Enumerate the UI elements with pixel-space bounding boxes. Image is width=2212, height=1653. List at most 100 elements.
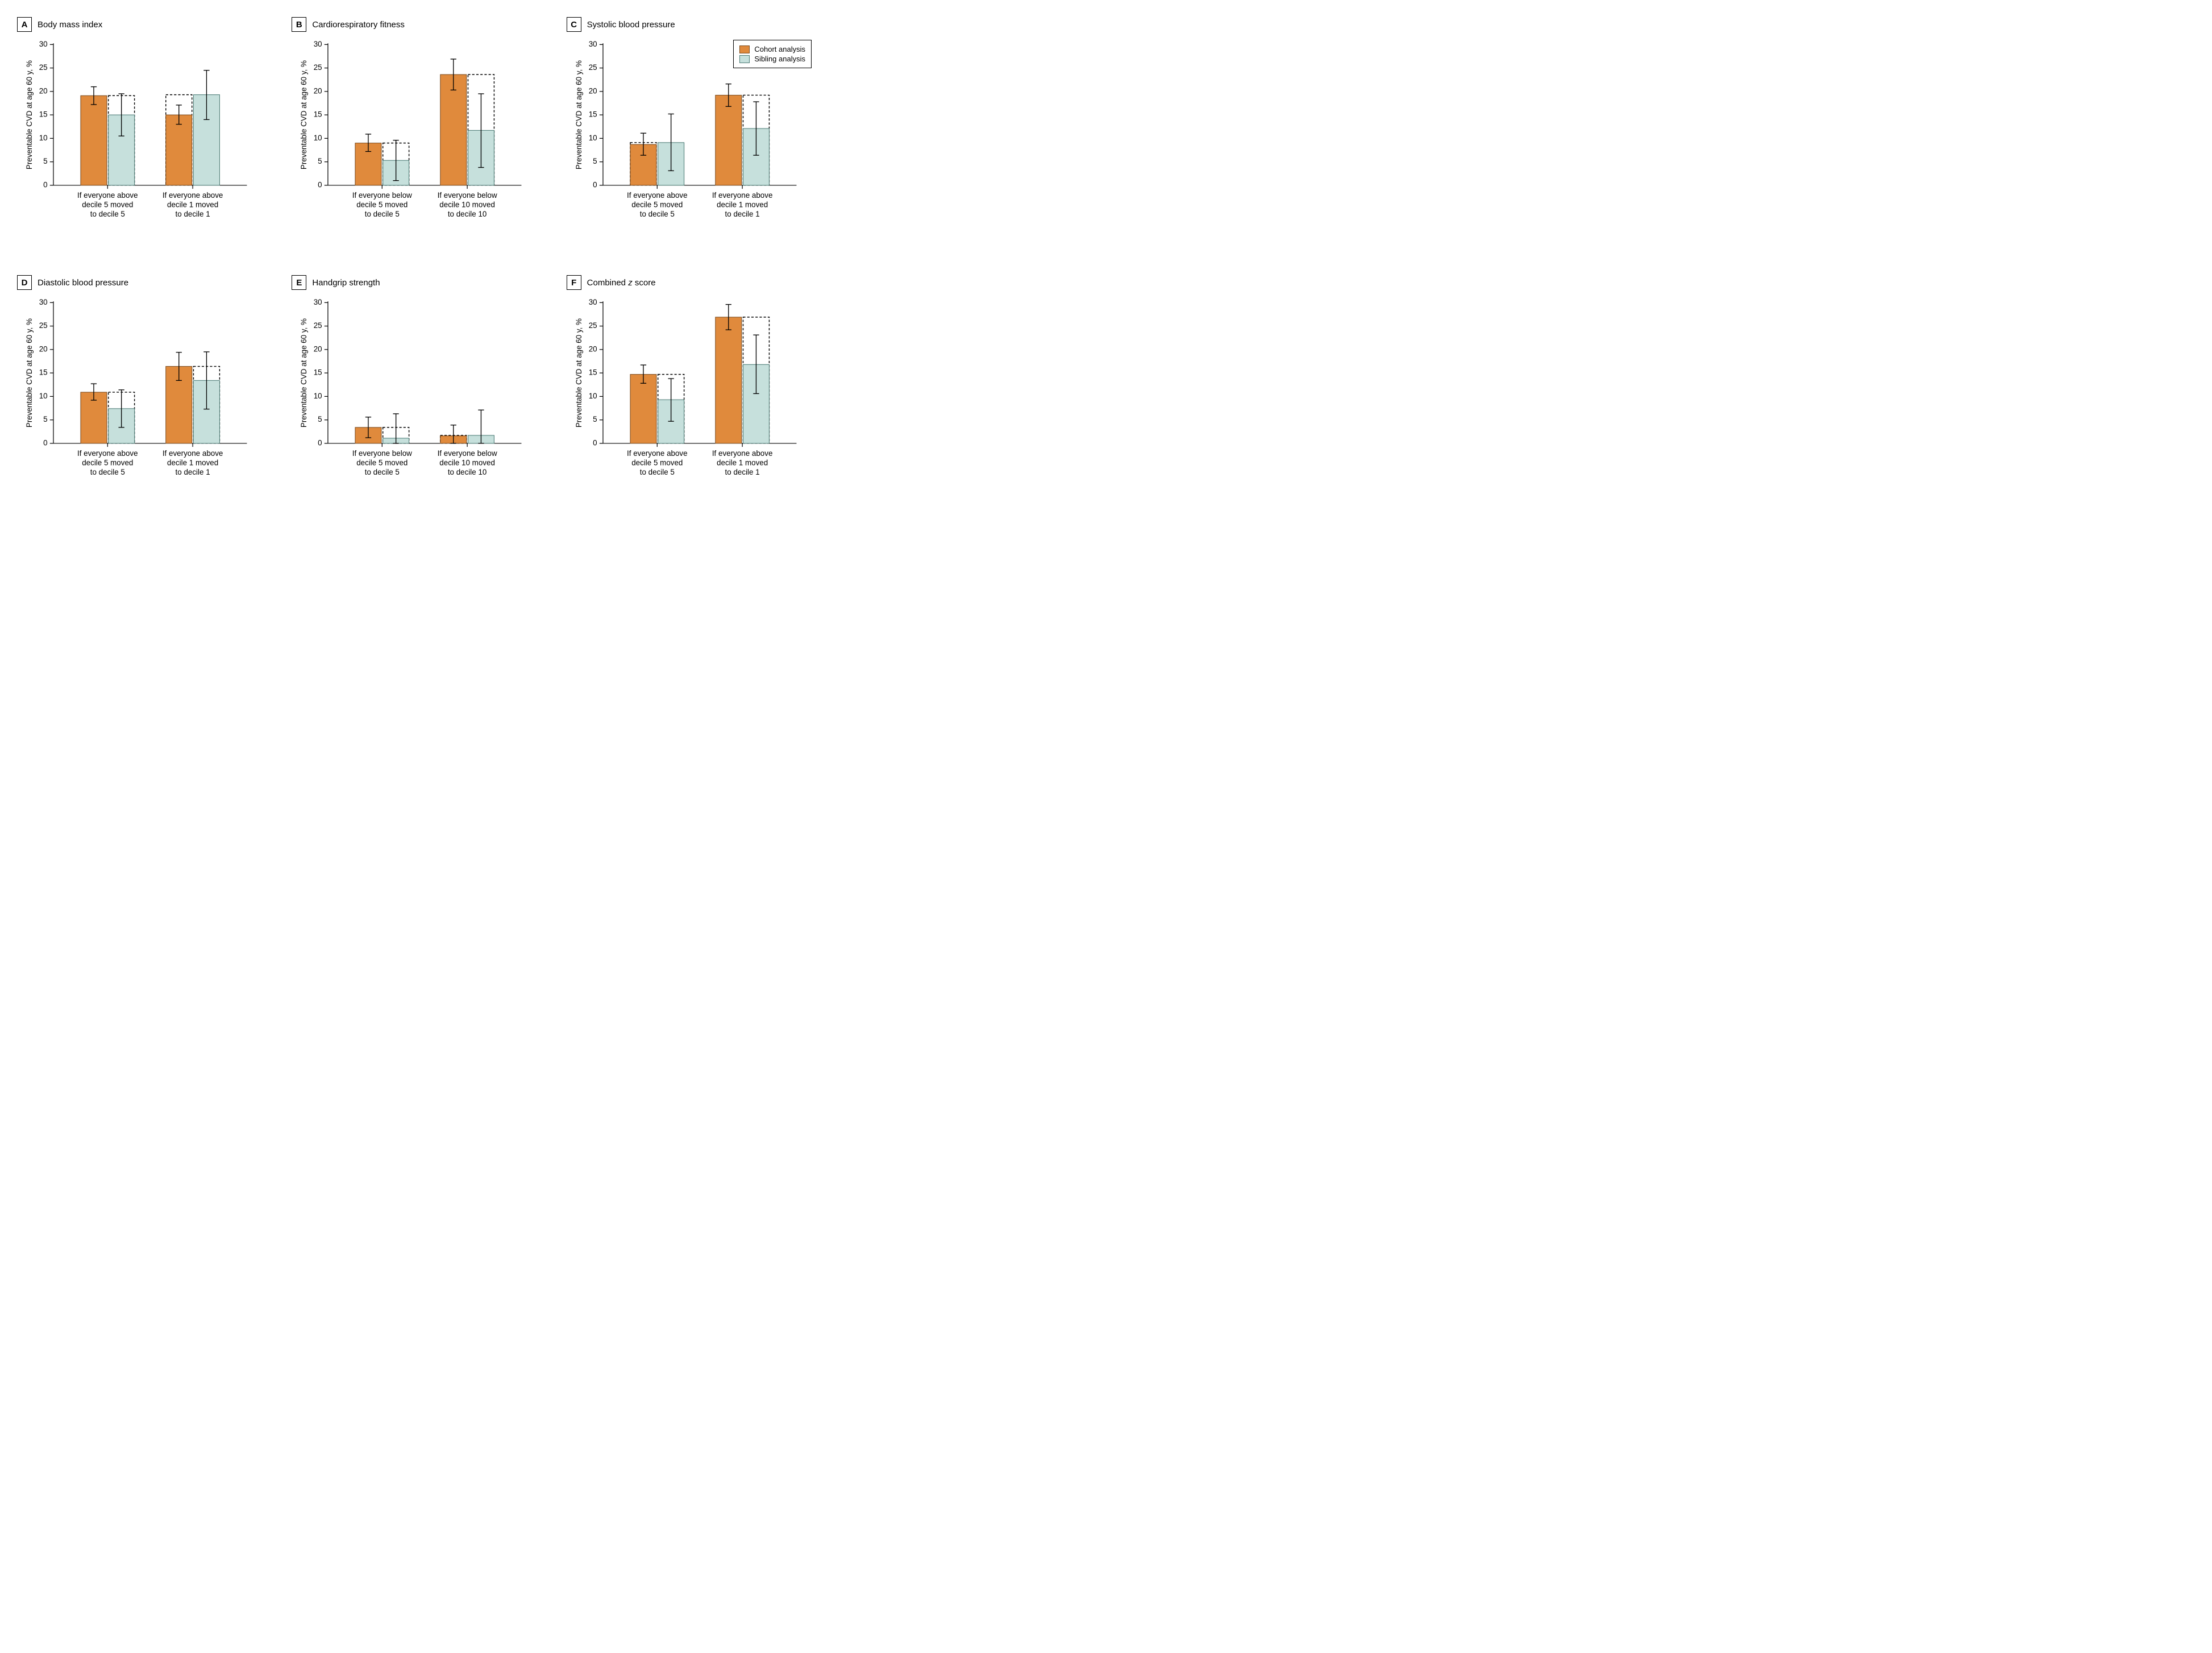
svg-text:10: 10 [314, 134, 322, 142]
svg-text:Preventable CVD at age 60 y, %: Preventable CVD at age 60 y, % [575, 60, 583, 169]
svg-text:0: 0 [593, 180, 597, 189]
svg-text:to decile 10: to decile 10 [448, 468, 487, 477]
svg-text:30: 30 [314, 298, 322, 306]
svg-text:to decile 5: to decile 5 [365, 210, 400, 218]
panel-letter: C [567, 17, 581, 32]
legend-swatch [739, 45, 750, 53]
svg-text:If everyone below: If everyone below [352, 449, 412, 458]
svg-text:If everyone above: If everyone above [77, 191, 138, 200]
svg-text:0: 0 [43, 180, 47, 189]
cohort-bar [630, 375, 656, 443]
panel-letter: E [292, 275, 306, 290]
chart-svg: 051015202530Preventable CVD at age 60 y,… [567, 297, 813, 508]
svg-text:Preventable CVD at age 60 y, %: Preventable CVD at age 60 y, % [25, 60, 34, 169]
svg-text:Preventable CVD at age 60 y, %: Preventable CVD at age 60 y, % [300, 60, 309, 169]
panel-title: Cardiorespiratory fitness [312, 20, 405, 30]
cohort-bar [166, 115, 192, 185]
svg-text:30: 30 [588, 40, 597, 48]
chart-svg: 051015202530Preventable CVD at age 60 y,… [17, 297, 263, 508]
svg-text:If everyone below: If everyone below [438, 191, 497, 200]
svg-text:0: 0 [43, 439, 47, 447]
legend: Cohort analysis Sibling analysis [733, 40, 812, 68]
panel-title: Combined z score [587, 278, 656, 288]
panel-D: DDiastolic blood pressure051015202530Pre… [17, 275, 263, 510]
svg-text:decile 5 moved: decile 5 moved [82, 201, 133, 209]
svg-text:decile 5 moved: decile 5 moved [631, 201, 683, 209]
svg-text:20: 20 [314, 86, 322, 95]
svg-text:to decile 1: to decile 1 [725, 468, 759, 477]
svg-text:5: 5 [43, 157, 47, 165]
svg-text:10: 10 [588, 392, 597, 400]
panel-A: ABody mass index051015202530Preventable … [17, 17, 263, 252]
svg-text:decile 5 moved: decile 5 moved [631, 459, 683, 467]
svg-text:to decile 5: to decile 5 [639, 468, 674, 477]
svg-text:25: 25 [314, 322, 322, 330]
svg-text:10: 10 [588, 134, 597, 142]
svg-text:Preventable CVD at age 60 y, %: Preventable CVD at age 60 y, % [575, 318, 583, 427]
legend-label: Cohort analysis [754, 45, 805, 53]
svg-text:15: 15 [39, 110, 48, 119]
svg-text:20: 20 [588, 86, 597, 95]
svg-text:10: 10 [39, 392, 48, 400]
svg-text:10: 10 [314, 392, 322, 400]
svg-text:decile 1 moved: decile 1 moved [167, 459, 218, 467]
svg-text:15: 15 [314, 110, 322, 119]
svg-text:5: 5 [593, 416, 597, 424]
svg-text:0: 0 [318, 180, 322, 189]
svg-text:15: 15 [588, 110, 597, 119]
panel-F: FCombined z score051015202530Preventable… [567, 275, 813, 510]
svg-text:15: 15 [588, 368, 597, 377]
panel-title: Body mass index [38, 20, 102, 30]
svg-text:15: 15 [314, 368, 322, 377]
chart-svg: 051015202530Preventable CVD at age 60 y,… [292, 39, 538, 250]
svg-text:25: 25 [39, 63, 48, 72]
svg-text:decile 5 moved: decile 5 moved [82, 459, 133, 467]
chart-svg: 051015202530Preventable CVD at age 60 y,… [292, 297, 538, 508]
svg-text:20: 20 [39, 86, 48, 95]
svg-text:30: 30 [314, 40, 322, 48]
panel-letter: D [17, 275, 32, 290]
panel-title: Handgrip strength [312, 278, 380, 288]
svg-text:30: 30 [39, 40, 48, 48]
cohort-bar [81, 95, 107, 185]
svg-text:decile 10 moved: decile 10 moved [440, 201, 496, 209]
svg-text:to decile 5: to decile 5 [90, 210, 125, 218]
svg-text:25: 25 [588, 63, 597, 72]
svg-text:5: 5 [43, 416, 47, 424]
svg-text:30: 30 [588, 298, 597, 306]
svg-text:decile 10 moved: decile 10 moved [440, 459, 496, 467]
svg-text:0: 0 [593, 439, 597, 447]
svg-text:If everyone above: If everyone above [712, 191, 772, 200]
svg-text:Preventable CVD at age 60 y, %: Preventable CVD at age 60 y, % [25, 318, 34, 427]
svg-text:5: 5 [593, 157, 597, 165]
svg-text:If everyone above: If everyone above [163, 191, 223, 200]
svg-text:If everyone below: If everyone below [352, 191, 412, 200]
svg-text:decile 5 moved: decile 5 moved [357, 201, 408, 209]
panel-C: CSystolic blood pressure051015202530Prev… [567, 17, 813, 252]
svg-text:to decile 5: to decile 5 [365, 468, 400, 477]
svg-text:to decile 1: to decile 1 [725, 210, 759, 218]
svg-text:to decile 5: to decile 5 [639, 210, 674, 218]
chart-svg: 051015202530Preventable CVD at age 60 y,… [17, 39, 263, 250]
svg-text:25: 25 [588, 322, 597, 330]
panel-B: BCardiorespiratory fitness051015202530Pr… [292, 17, 538, 252]
legend-item: Sibling analysis [739, 55, 805, 63]
svg-text:If everyone above: If everyone above [627, 449, 688, 458]
svg-text:If everyone above: If everyone above [712, 449, 772, 458]
svg-text:If everyone above: If everyone above [627, 191, 688, 200]
panel-letter: B [292, 17, 306, 32]
svg-text:30: 30 [39, 298, 48, 306]
svg-text:Preventable CVD at age 60 y, %: Preventable CVD at age 60 y, % [300, 318, 309, 427]
cohort-bar [715, 317, 741, 443]
svg-text:20: 20 [314, 345, 322, 354]
panel-title: Diastolic blood pressure [38, 278, 128, 288]
svg-text:If everyone above: If everyone above [163, 449, 223, 458]
cohort-bar [715, 95, 741, 185]
svg-text:25: 25 [314, 63, 322, 72]
panel-E: EHandgrip strength051015202530Preventabl… [292, 275, 538, 510]
svg-text:If everyone above: If everyone above [77, 449, 138, 458]
panel-letter: A [17, 17, 32, 32]
svg-text:decile 1 moved: decile 1 moved [717, 459, 768, 467]
svg-text:decile 1 moved: decile 1 moved [167, 201, 218, 209]
svg-text:25: 25 [39, 322, 48, 330]
